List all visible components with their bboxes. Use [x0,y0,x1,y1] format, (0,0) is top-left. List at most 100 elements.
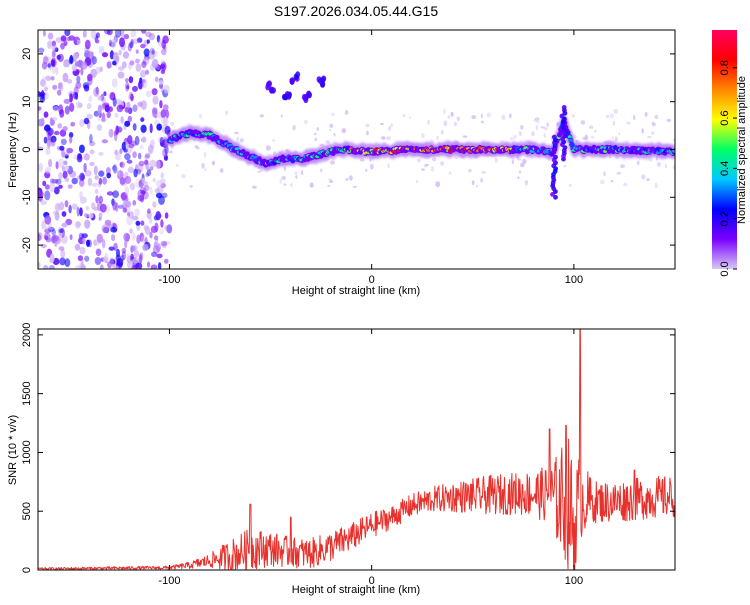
spectral-blob [284,91,290,98]
noise-speckle [126,85,130,90]
spectral-blob [293,73,299,81]
noise-speckle [89,149,95,155]
noise-speckle [149,123,153,134]
noise-speckle [283,183,287,186]
noise-speckle [41,61,48,70]
noise-speckle [219,168,224,173]
noise-speckle [108,128,114,138]
noise-speckle [160,109,167,118]
noise-speckle [53,186,60,195]
noise-speckle [480,120,484,124]
noise-speckle [65,218,73,226]
noise-speckle [421,168,425,171]
noise-speckle [68,132,74,138]
noise-speckle [77,255,84,262]
noise-speckle [78,178,85,187]
noise-speckle [44,56,52,61]
noise-speckle [257,170,262,173]
noise-speckle [157,262,162,269]
noise-speckle [155,76,159,83]
noise-speckle [93,165,98,176]
noise-speckle [92,56,97,65]
noise-speckle [88,95,93,103]
noise-speckle [38,162,43,173]
noise-speckle [123,232,131,242]
noise-speckle [105,104,110,113]
noise-speckle [164,225,170,231]
noise-speckle [588,125,594,129]
noise-speckle [57,158,65,168]
noise-speckle [125,144,133,154]
noise-speckle [159,100,163,109]
noise-speckle [236,136,239,141]
noise-speckle [60,249,66,259]
noise-speckle [80,257,84,267]
noise-speckle [102,256,109,262]
noise-speckle [144,57,150,65]
spectrogram-ytick-label: -20 [21,237,33,253]
noise-speckle [68,35,76,41]
noise-speckle [352,185,357,189]
noise-speckle [120,116,124,124]
noise-speckle [126,159,133,164]
noise-speckle [94,257,102,265]
noise-speckle [52,84,58,90]
noise-speckle [651,131,655,135]
noise-speckle [136,37,143,43]
colorbar-label: Normalized spectral amplitude [736,76,748,224]
noise-speckle [79,207,83,217]
noise-speckle [517,158,522,161]
noise-speckle [41,220,46,230]
spectrogram-xlabel: Height of straight line (km) [292,285,420,297]
noise-speckle [149,159,157,168]
noise-speckle [534,117,540,121]
noise-speckle [327,184,331,188]
noise-speckle [126,101,131,109]
noise-speckle [50,76,55,81]
noise-speckle [43,111,49,118]
noise-speckle [543,133,546,138]
noise-speckle [155,211,161,221]
noise-speckle [108,39,112,47]
noise-speckle [450,111,454,117]
noise-speckle [123,200,128,206]
noise-speckle [121,247,127,254]
colorbar: 0.0 0.2 0.4 0.6 0.8 Normalized spectral ampl… [712,30,748,277]
noise-speckle [102,176,107,185]
noise-speckle [79,191,83,199]
noise-speckle [64,177,70,182]
noise-speckle [165,109,169,119]
noise-speckle [79,196,87,204]
noise-speckle [121,196,129,202]
snr-xtick-label: -100 [158,575,180,587]
noise-speckle [49,182,56,193]
noise-speckle [90,30,97,39]
noise-speckle [519,131,522,137]
noise-speckle [156,123,162,131]
noise-speckle [664,163,668,169]
noise-speckle [161,48,167,56]
noise-speckle [119,30,125,37]
ridge-core [568,138,574,142]
noise-speckle [38,47,45,53]
noise-speckle [194,145,199,149]
noise-speckle [646,178,650,182]
noise-speckle [135,63,142,72]
noise-speckle [82,30,87,38]
noise-speckle [341,128,347,134]
ridge-cell [557,131,563,138]
noise-speckle [225,110,229,116]
noise-speckle [83,84,90,92]
noise-speckle [641,128,644,134]
noise-speckle [128,62,132,71]
noise-speckle [45,225,52,231]
snr-xtick-label: 100 [565,575,583,587]
noise-speckle [54,130,60,136]
snr-xtick-label: 0 [369,575,375,587]
noise-speckle [160,63,166,70]
spectrogram-ylabel: Frequency (Hz) [7,112,19,188]
noise-speckle [641,174,646,180]
noise-speckle [59,257,66,266]
noise-speckle [329,180,334,183]
noise-speckle [519,125,524,130]
